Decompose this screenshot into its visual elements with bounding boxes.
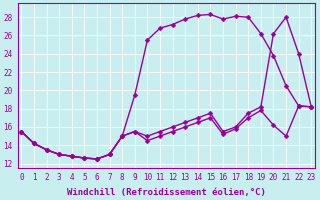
X-axis label: Windchill (Refroidissement éolien,°C): Windchill (Refroidissement éolien,°C): [67, 188, 266, 197]
